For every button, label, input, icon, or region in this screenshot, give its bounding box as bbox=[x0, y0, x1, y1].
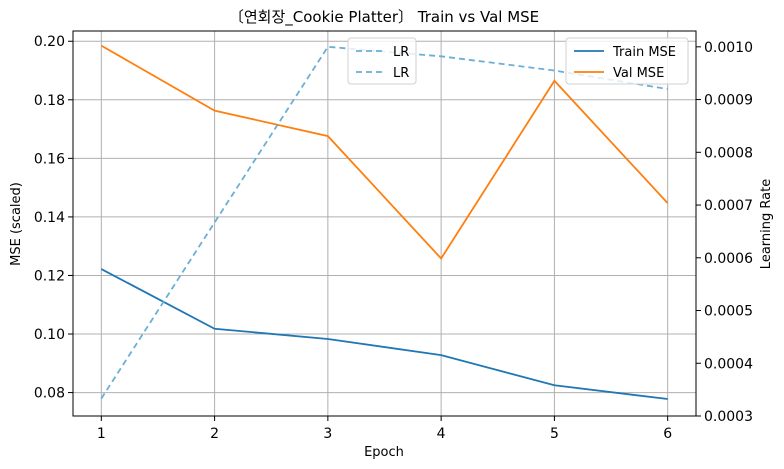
y2-ticks: 0.0003 0.0004 0.0005 0.0006 0.0007 0.0008 0.00… bbox=[696, 40, 753, 425]
y-tick-label: 0.18 bbox=[34, 93, 65, 109]
x-tick-label: 1 bbox=[97, 426, 106, 442]
y-tick-label: 0.10 bbox=[34, 327, 65, 343]
grid bbox=[73, 31, 696, 416]
y-tick-label: 0.16 bbox=[34, 151, 65, 167]
y-tick-label: 0.14 bbox=[34, 210, 65, 226]
legend-label: Train MSE bbox=[612, 45, 676, 60]
plot-frame bbox=[72, 30, 697, 417]
y2-tick-label: 0.0004 bbox=[704, 356, 753, 372]
x-ticks: 1 2 3 4 5 6 bbox=[97, 416, 672, 442]
y2-tick-label: 0.0003 bbox=[704, 409, 753, 425]
x-tick-label: 6 bbox=[663, 426, 672, 442]
series-line-train-mse bbox=[100, 268, 668, 400]
y2-axis-label: Learning Rate bbox=[759, 179, 774, 269]
legend-box bbox=[347, 37, 417, 85]
x-axis-label: Epoch bbox=[364, 445, 404, 460]
legend-lr: LR LR bbox=[347, 37, 417, 85]
series-line-val-mse bbox=[100, 44, 669, 260]
chart-title: 〔연회장_Cookie Platter〕 Train vs Val MSE bbox=[229, 8, 539, 27]
y2-tick-label: 0.0010 bbox=[704, 40, 753, 56]
x-tick-label: 2 bbox=[210, 426, 219, 442]
y2-tick-label: 0.0007 bbox=[704, 198, 753, 214]
x-tick-label: 4 bbox=[437, 426, 446, 442]
y-ticks: 0.08 0.10 0.12 0.14 0.16 0.18 0.20 bbox=[34, 34, 73, 402]
legend-label: Val MSE bbox=[613, 66, 664, 81]
legend-label: LR bbox=[393, 66, 409, 81]
y2-tick-label: 0.0009 bbox=[704, 93, 753, 109]
y-tick-label: 0.20 bbox=[34, 34, 65, 50]
y2-tick-label: 0.0008 bbox=[704, 145, 753, 161]
y2-tick-label: 0.0006 bbox=[704, 251, 753, 267]
legend-label: LR bbox=[393, 45, 409, 60]
x-tick-label: 5 bbox=[550, 426, 559, 442]
y-axis-label: MSE (scaled) bbox=[9, 182, 24, 266]
y-tick-label: 0.08 bbox=[34, 386, 65, 402]
series-layer bbox=[100, 44, 669, 400]
x-tick-label: 3 bbox=[323, 426, 332, 442]
y-tick-label: 0.12 bbox=[34, 268, 65, 284]
legend-mse: Train MSE Val MSE bbox=[565, 37, 689, 85]
y2-tick-label: 0.0005 bbox=[704, 304, 753, 320]
